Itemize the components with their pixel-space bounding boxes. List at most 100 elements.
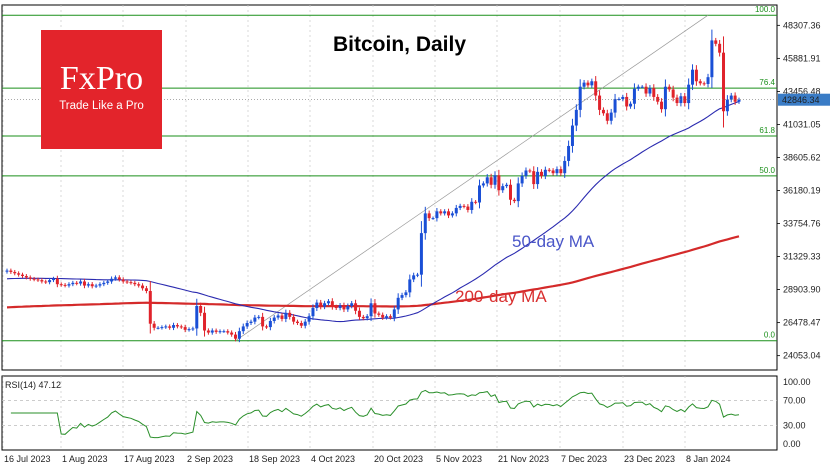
rsi-line — [10, 389, 740, 439]
candle-body — [319, 302, 323, 307]
candle-body — [423, 213, 427, 234]
candle-body — [427, 213, 431, 219]
candle-body — [543, 169, 547, 176]
y-tick-label: 33754.76 — [783, 219, 821, 229]
candle-body — [605, 113, 609, 121]
y-tick-label: 36180.19 — [783, 185, 821, 195]
rsi-tick-label: 70.00 — [783, 396, 806, 406]
ma50-label: 50-day MA — [512, 232, 595, 251]
candle-body — [590, 81, 594, 86]
candle-body — [388, 316, 392, 318]
rsi-tick-label: 0.00 — [783, 439, 801, 449]
x-tick-label: 20 Oct 2023 — [374, 454, 423, 464]
candle-body — [55, 278, 59, 285]
candle-body — [51, 278, 55, 281]
candle-body — [497, 175, 501, 191]
candle-body — [36, 279, 40, 281]
candle-body — [346, 305, 350, 310]
candle-body — [574, 109, 578, 126]
y-tick-label: 31329.33 — [783, 252, 821, 262]
candle-body — [598, 95, 602, 110]
rsi-tick-label: 100.00 — [783, 377, 811, 387]
candle-body — [660, 101, 664, 110]
candle-body — [172, 325, 176, 328]
candle-body — [5, 270, 9, 272]
candle-body — [458, 205, 462, 208]
candle-body — [466, 206, 470, 210]
fib-level-label: 50.0 — [759, 166, 775, 175]
candle-body — [640, 86, 644, 88]
x-tick-label: 1 Aug 2023 — [62, 454, 108, 464]
candle-body — [365, 316, 369, 319]
candle-body — [86, 284, 90, 286]
x-tick-label: 4 Oct 2023 — [311, 454, 355, 464]
x-tick-label: 23 Dec 2023 — [624, 454, 675, 464]
candle-body — [141, 285, 145, 289]
candle-body — [326, 301, 330, 304]
candle-body — [79, 281, 83, 284]
x-tick-label: 21 Nov 2023 — [498, 454, 549, 464]
candle-body — [586, 82, 590, 86]
candle-body — [357, 310, 361, 317]
candle-body — [48, 280, 52, 283]
fib-level-label: 100.0 — [755, 5, 776, 14]
candle-body — [164, 326, 168, 328]
x-tick-label: 2 Sep 2023 — [187, 454, 233, 464]
candle-body — [594, 81, 598, 96]
fib-trend-line — [235, 14, 709, 342]
candle-body — [520, 175, 524, 184]
candle-body — [722, 52, 726, 112]
candle-body — [234, 334, 238, 339]
candle-body — [183, 327, 187, 330]
candle-body — [601, 109, 605, 114]
candle-body — [160, 327, 164, 329]
candle-body — [725, 99, 729, 112]
candle-body — [663, 86, 667, 110]
candle-body — [257, 316, 261, 318]
candle-body — [729, 95, 733, 100]
candle-body — [733, 95, 737, 102]
candle-body — [454, 207, 458, 214]
candle-body — [512, 199, 516, 202]
candle-body — [44, 281, 48, 283]
candle-body — [218, 331, 222, 333]
ma50-line — [6, 100, 740, 323]
candle-body — [214, 330, 218, 332]
candle-body — [474, 201, 478, 203]
candle-body — [385, 316, 389, 318]
x-tick-label: 5 Nov 2023 — [436, 454, 482, 464]
candle-body — [144, 288, 148, 292]
candle-body — [505, 184, 509, 187]
candle-body — [125, 281, 129, 283]
ma200-label: 200-day MA — [455, 287, 547, 306]
price-panel-frame — [1, 4, 778, 371]
candle-body — [416, 274, 420, 276]
candle-body — [683, 96, 687, 104]
candle-body — [706, 77, 710, 84]
candle-body — [268, 320, 272, 328]
candle-body — [32, 278, 36, 280]
x-tick-label: 7 Dec 2023 — [561, 454, 607, 464]
current-price-tag — [778, 93, 830, 106]
candle-body — [501, 186, 505, 191]
candle-body — [295, 321, 299, 324]
candle-body — [311, 308, 315, 317]
candle-body — [450, 213, 454, 216]
candle-body — [652, 88, 656, 97]
candle-body — [94, 285, 98, 287]
candle-body — [578, 86, 582, 110]
ma200-line — [6, 235, 740, 309]
candle-body — [350, 303, 354, 306]
candle-body — [361, 316, 365, 319]
candle-body — [226, 331, 230, 333]
candle-body — [563, 160, 567, 174]
candle-body — [567, 145, 571, 161]
candle-body — [168, 326, 172, 328]
candle-body — [714, 40, 718, 44]
candle-body — [82, 281, 86, 286]
candle-body — [133, 282, 137, 285]
candle-body — [152, 323, 156, 328]
candle-body — [20, 274, 24, 277]
candle-body — [222, 331, 226, 333]
